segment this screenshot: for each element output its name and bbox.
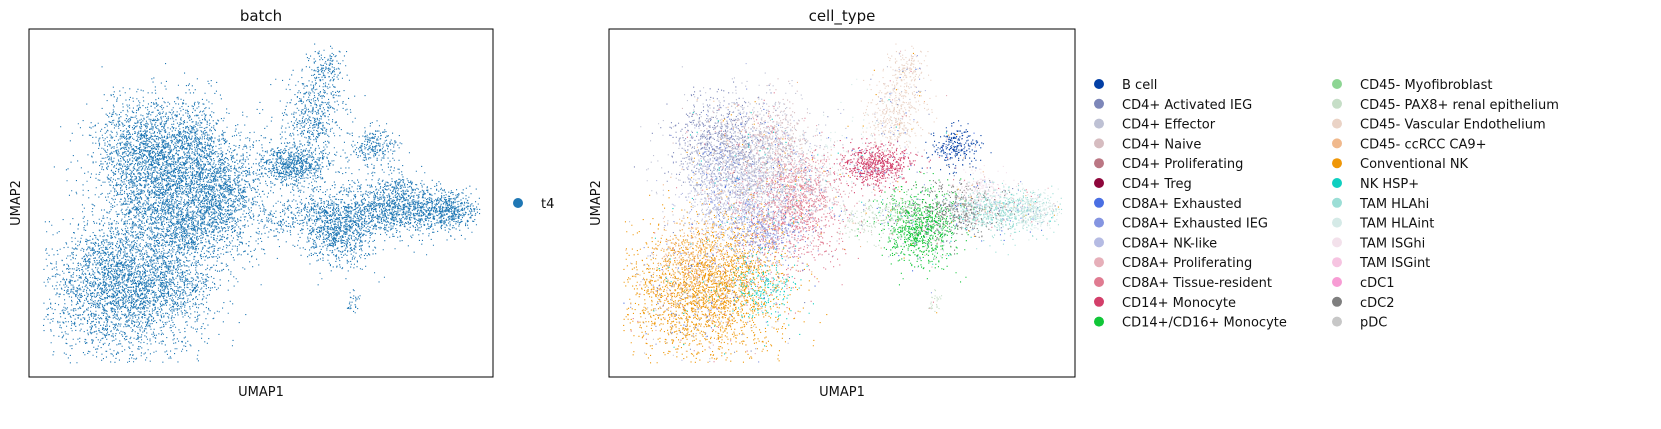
legend-label: CD45- PAX8+ renal epithelium xyxy=(1360,98,1559,113)
x-axis-label: UMAP1 xyxy=(238,385,284,400)
legend-label: CD8A+ Proliferating xyxy=(1122,256,1252,271)
legend-label: cDC1 xyxy=(1360,276,1395,291)
legend-label: CD45- ccRCC CA9+ xyxy=(1360,137,1487,152)
legend-label: CD8A+ Exhausted IEG xyxy=(1122,217,1268,232)
legend-marker xyxy=(1332,197,1342,208)
legend-marker xyxy=(1094,138,1104,149)
legend-marker xyxy=(1094,257,1104,268)
legend: t4 xyxy=(513,197,554,212)
point-series xyxy=(43,43,481,364)
legend-label: TAM HLAhi xyxy=(1359,197,1429,212)
legend-label: cDC2 xyxy=(1360,296,1395,311)
legend-label: TAM ISGint xyxy=(1359,256,1430,271)
legend-marker xyxy=(1094,79,1104,89)
legend-label: TAM ISGhi xyxy=(1359,236,1425,251)
legend: B cell CD4+ Activated IEG CD4+ Effector CD4… xyxy=(1094,78,1559,331)
legend-marker xyxy=(1094,197,1104,208)
legend-marker xyxy=(1094,277,1104,287)
point-series xyxy=(868,189,922,242)
legend-label: t4 xyxy=(541,197,554,212)
point-series xyxy=(868,165,1039,255)
y-axis-label: UMAP2 xyxy=(589,180,604,226)
legend-marker xyxy=(1332,237,1342,248)
legend-marker xyxy=(1332,138,1342,149)
point-series xyxy=(629,66,1045,360)
legend-marker xyxy=(1332,217,1342,228)
legend-marker xyxy=(1094,316,1104,327)
axes-frame xyxy=(28,28,494,378)
point-series xyxy=(930,178,1063,256)
point-series xyxy=(823,138,931,197)
legend-label: CD4+ Effector xyxy=(1122,118,1216,133)
point-series xyxy=(630,63,1047,362)
legend-marker xyxy=(513,198,523,208)
legend-marker xyxy=(1332,277,1342,287)
legend-marker xyxy=(1332,79,1342,89)
point-series xyxy=(856,168,974,286)
legend-label: CD4+ Treg xyxy=(1122,177,1192,192)
legend-marker xyxy=(1332,316,1342,327)
legend-label: CD8A+ Exhausted xyxy=(1122,197,1242,212)
legend-label: CD4+ Proliferating xyxy=(1122,157,1243,172)
point-series xyxy=(943,163,1017,215)
point-series xyxy=(630,70,1038,363)
legend-marker xyxy=(1332,158,1342,169)
legend-label: CD45- Myofibroblast xyxy=(1360,78,1492,93)
scatter-points xyxy=(43,43,481,364)
legend-label: CD8A+ Tissue-resident xyxy=(1122,276,1272,291)
legend-label: CD4+ Naive xyxy=(1122,137,1201,152)
legend-marker xyxy=(1332,296,1342,307)
point-series xyxy=(823,200,943,312)
legend-marker xyxy=(1332,98,1342,109)
legend-label: CD14+/CD16+ Monocyte xyxy=(1122,316,1287,331)
legend-label: pDC xyxy=(1360,316,1387,331)
batch-panel: batch UMAP1 UMAP2 t4 xyxy=(9,7,554,400)
legend-label: CD4+ Activated IEG xyxy=(1122,98,1252,113)
point-series xyxy=(633,68,1056,353)
chart-title: cell_type xyxy=(809,7,876,26)
legend-marker xyxy=(1094,158,1104,169)
legend-label: CD45- Vascular Endothelium xyxy=(1360,118,1546,133)
legend-label: Conventional NK xyxy=(1360,157,1469,172)
x-axis-label: UMAP1 xyxy=(819,385,865,400)
chart-title: batch xyxy=(240,7,282,25)
legend-marker xyxy=(1332,257,1342,268)
legend-marker xyxy=(1094,296,1104,307)
legend-label: TAM HLAint xyxy=(1359,217,1434,232)
y-axis-label: UMAP2 xyxy=(9,180,24,226)
cell-type-panel: cell_type UMAP1 UMAP2 B cell CD4+ Activated … xyxy=(589,7,1559,400)
axes-frame xyxy=(608,28,1076,378)
legend-marker xyxy=(1332,178,1342,188)
legend-marker xyxy=(1094,217,1104,228)
legend-label: B cell xyxy=(1122,78,1157,93)
legend-marker xyxy=(1332,118,1342,129)
legend-marker xyxy=(1094,237,1104,248)
legend-label: CD14+ Monocyte xyxy=(1122,296,1236,311)
legend-label: CD8A+ NK-like xyxy=(1122,236,1217,251)
legend-marker xyxy=(1094,98,1104,109)
scatter-points xyxy=(623,43,1063,364)
legend-marker xyxy=(1094,178,1104,188)
point-series xyxy=(921,120,992,176)
legend-marker xyxy=(1094,118,1104,129)
legend-label: NK HSP+ xyxy=(1360,177,1419,192)
